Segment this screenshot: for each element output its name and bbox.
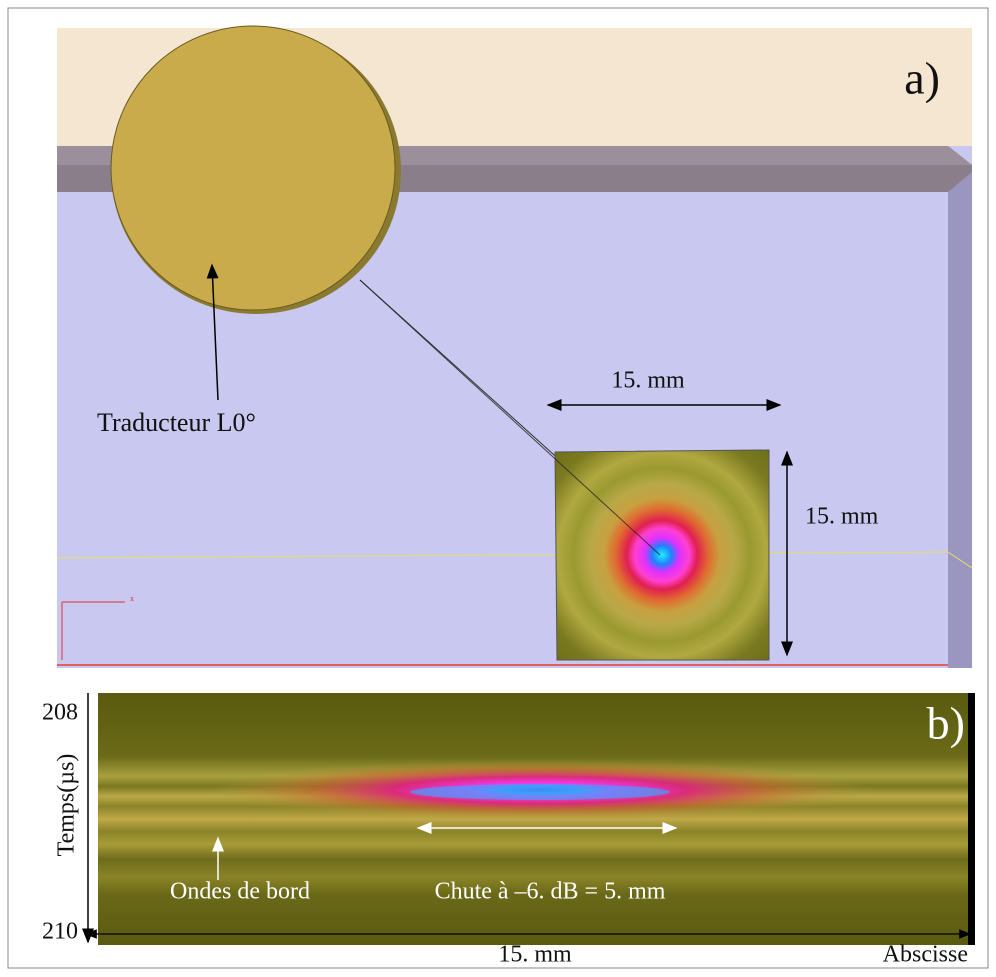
panel-b: b) Ondes de bord Chute à –6. dB = 5. mm … xyxy=(42,693,975,968)
beam-map xyxy=(555,450,769,660)
time-tick: 210 xyxy=(42,919,78,945)
transducer xyxy=(111,26,395,310)
width-label: 15. mm xyxy=(498,942,572,968)
panel-label: b) xyxy=(927,698,965,749)
drop-label: Chute à –6. dB = 5. mm xyxy=(435,879,666,905)
edge xyxy=(968,693,975,945)
width-label: 15. mm xyxy=(611,368,685,394)
time-axis-label: Temps(µs) xyxy=(54,754,80,857)
time-tick: 208 xyxy=(42,700,78,726)
focus-core xyxy=(410,784,670,800)
abscissa-label: Abscisse xyxy=(883,942,968,968)
transducer-label: Traducteur L0° xyxy=(97,408,256,437)
axis-label: x xyxy=(130,594,134,603)
panel-a: x Traducteur L0° 15. mm 15. mm a) xyxy=(57,26,972,668)
edge-waves-label: Ondes de bord xyxy=(170,879,310,905)
figure: x Traducteur L0° 15. mm 15. mm a) b) Ond… xyxy=(0,0,996,977)
panel-label: a) xyxy=(904,53,940,104)
height-label: 15. mm xyxy=(805,504,879,530)
plate-side xyxy=(948,172,972,668)
